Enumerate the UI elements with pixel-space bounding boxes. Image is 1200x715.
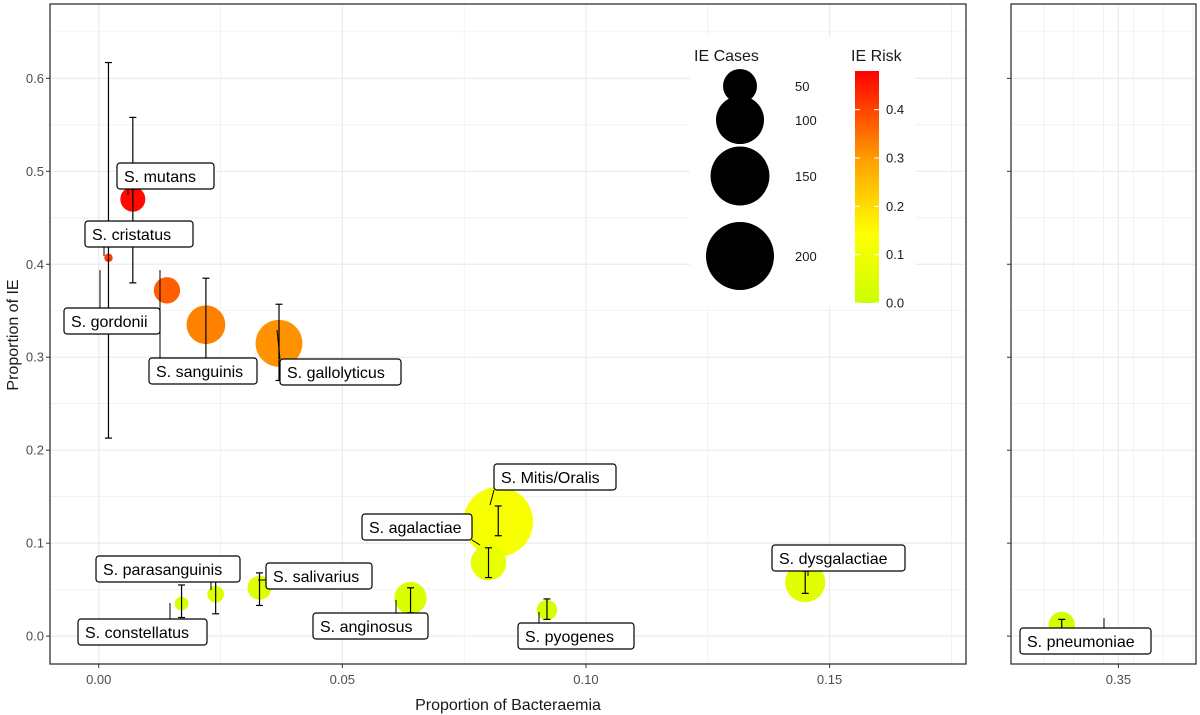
label-box xyxy=(771,544,906,572)
label-leader-line xyxy=(276,329,281,360)
label-s-salivarius: S. salivarius xyxy=(258,562,373,590)
label-text: S. dysgalactiae xyxy=(779,551,888,568)
label-leader-line xyxy=(471,539,481,546)
size-legend-label: 150 xyxy=(795,169,817,184)
label-text: S. mutans xyxy=(124,169,196,186)
label-text: S. gordonii xyxy=(71,314,148,331)
error-bar xyxy=(494,505,502,537)
label-s-agalactiae: S. agalactiae xyxy=(361,513,481,546)
error-bar xyxy=(543,598,551,620)
label-text: S. parasanguinis xyxy=(103,562,222,579)
color-legend-label: 0.3 xyxy=(886,151,904,166)
label-text: S. gallolyticus xyxy=(287,365,385,382)
y-tick-label: 0.6 xyxy=(26,71,44,86)
y-axis-title: Proportion of IE xyxy=(5,279,22,390)
y-tick-label: 0.4 xyxy=(26,257,44,272)
x-tick-label: 0.35 xyxy=(1106,672,1131,687)
panel-1-border xyxy=(49,3,967,665)
x-tick-label: 0.15 xyxy=(817,672,842,687)
point-labels: S. mutans S. cristatus S. gordonii S. sangu… xyxy=(63,162,1152,655)
label-text: S. cristatus xyxy=(92,227,171,244)
y-tick-label: 0.5 xyxy=(26,164,44,179)
label-box xyxy=(116,162,215,190)
label-box xyxy=(361,513,473,541)
x-tick-label: 0.00 xyxy=(86,672,111,687)
label-box xyxy=(77,618,208,646)
label-box xyxy=(95,555,241,583)
error-bar xyxy=(485,547,493,579)
size-legend-label: 100 xyxy=(795,113,817,128)
error-bar xyxy=(129,116,137,284)
label-s-constellatus: S. constellatus xyxy=(77,603,208,646)
label-box xyxy=(1019,627,1152,655)
label-leader-line xyxy=(489,489,495,506)
label-s-mitis-oralis: S. Mitis/Oralis xyxy=(489,463,617,506)
y-tick-label: 0.2 xyxy=(26,443,44,458)
error-bar xyxy=(104,61,112,439)
label-text: S. pyogenes xyxy=(525,629,614,646)
label-s-mutans: S. mutans xyxy=(116,162,215,195)
size-legend-circle xyxy=(723,69,757,103)
color-legend-label: 0.0 xyxy=(886,296,904,311)
label-text: S. Mitis/Oralis xyxy=(501,470,600,487)
bubbles xyxy=(104,186,1075,639)
label-box xyxy=(312,612,429,640)
y-tick-label: 0.3 xyxy=(26,350,44,365)
size-legend-circle xyxy=(710,146,770,206)
label-box xyxy=(148,357,258,385)
size-legend-label: 50 xyxy=(795,79,809,94)
y-tick-label: 0.1 xyxy=(26,536,44,551)
color-legend-label: 0.2 xyxy=(886,199,904,214)
x-axis-title: Proportion of Bacteraemia xyxy=(415,697,601,714)
size-legend-circle xyxy=(715,95,765,145)
label-text: S. anginosus xyxy=(320,619,413,636)
error-bar xyxy=(178,584,186,619)
label-text: S. pneumoniae xyxy=(1027,634,1135,651)
label-box xyxy=(517,622,635,650)
axes: 0.0 0.1 0.2 0.3 0.4 0.5 0.6 0.00 0.05 0.10 0.15 0.3… xyxy=(26,3,1197,687)
label-box xyxy=(493,463,617,491)
bubble-s-sanguinis xyxy=(153,277,181,304)
panel-2-border xyxy=(1010,3,1197,665)
label-text: S. salivarius xyxy=(273,569,359,586)
label-s-parasanguinis: S. parasanguinis xyxy=(95,555,241,590)
label-s-cristatus: S. cristatus xyxy=(84,220,194,256)
label-text: S. constellatus xyxy=(85,625,189,642)
color-legend-bar xyxy=(855,71,879,303)
x-tick-label: 0.10 xyxy=(573,672,598,687)
x-tick-label: 0.05 xyxy=(330,672,355,687)
size-legend-circle xyxy=(706,222,774,290)
label-text: S. agalactiae xyxy=(369,520,462,537)
color-legend-label: 0.4 xyxy=(886,102,904,117)
error-bars xyxy=(104,61,1066,632)
label-box xyxy=(265,562,373,590)
color-legend-label: 0.1 xyxy=(886,247,904,262)
label-s-pyogenes: S. pyogenes xyxy=(517,612,635,650)
size-legend-title: IE Cases xyxy=(694,48,759,65)
label-box xyxy=(84,220,194,248)
size-legend-label: 200 xyxy=(795,249,817,264)
label-text: S. sanguinis xyxy=(156,364,243,381)
label-s-gallolyticus: S. gallolyticus xyxy=(276,329,402,386)
legend: IE Cases 50 100 150 200 IE Risk 0.0 0.1 0.2 0.3 0.… xyxy=(690,38,915,311)
label-s-anginosus: S. anginosus xyxy=(312,600,429,640)
label-box xyxy=(279,358,402,386)
error-bar xyxy=(256,572,264,607)
y-tick-label: 0.0 xyxy=(26,629,44,644)
label-s-sanguinis: S. sanguinis xyxy=(148,270,258,385)
label-s-pneumoniae: S. pneumoniae xyxy=(1019,618,1152,655)
label-s-dysgalactiae: S. dysgalactiae xyxy=(771,544,906,576)
color-legend-title: IE Risk xyxy=(851,48,903,65)
